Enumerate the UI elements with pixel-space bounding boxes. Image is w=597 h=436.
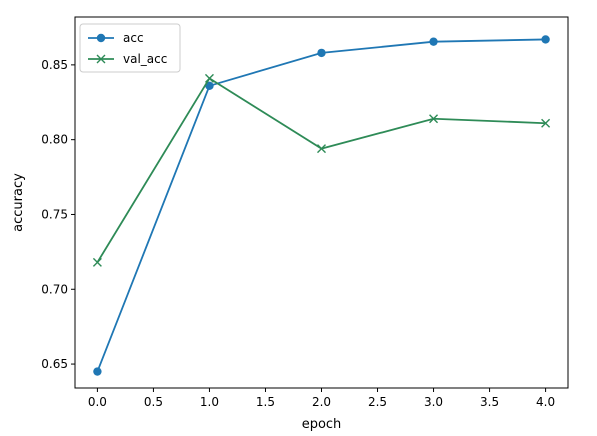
y-tick-label: 0.70 [41, 282, 68, 296]
legend-label: val_acc [123, 52, 167, 66]
data-point [541, 118, 551, 128]
x-tick-label: 3.0 [424, 395, 443, 409]
data-point [204, 73, 214, 83]
x-tick-label: 2.5 [368, 395, 387, 409]
data-point [429, 37, 438, 46]
data-point [96, 54, 106, 64]
y-tick-label: 0.75 [41, 207, 68, 221]
series-line [96, 77, 546, 263]
data-point [541, 35, 550, 44]
series-acc [93, 35, 550, 376]
data-point [92, 257, 102, 267]
y-tick-label: 0.65 [41, 357, 68, 371]
data-point [205, 81, 214, 91]
data-point [429, 114, 439, 124]
series-line [96, 38, 546, 372]
plot-series [92, 35, 551, 376]
legend-box [79, 23, 181, 73]
x-axis-label: epoch [302, 417, 342, 432]
x-tick-label: 1.0 [200, 395, 219, 409]
data-point [317, 48, 326, 58]
legend: acc val_acc [79, 23, 181, 73]
data-point [96, 33, 106, 43]
x-tick-label: 0.5 [144, 395, 163, 409]
x-axis: 0.0 0.5 1.0 1.5 2.0 2.5 3.0 3.5 4.0 [88, 388, 555, 409]
y-axis-label: accuracy [11, 173, 26, 232]
x-tick-label: 4.0 [536, 395, 555, 409]
y-tick-label: 0.80 [41, 133, 68, 147]
x-tick-label: 3.5 [480, 395, 499, 409]
data-point [317, 144, 326, 154]
legend-label: acc [123, 31, 144, 45]
legend-item: acc [88, 31, 144, 45]
x-tick-label: 1.5 [256, 395, 275, 409]
plot-frame [74, 16, 569, 389]
series-val-acc [92, 73, 551, 267]
x-tick-label: 2.0 [312, 395, 331, 409]
y-tick-label: 0.85 [41, 58, 68, 72]
data-point [93, 367, 102, 376]
legend-item: val_acc [88, 52, 167, 66]
x-tick-label: 0.0 [88, 395, 107, 409]
y-axis: 0.65 0.70 0.75 0.80 0.85 [41, 58, 75, 371]
